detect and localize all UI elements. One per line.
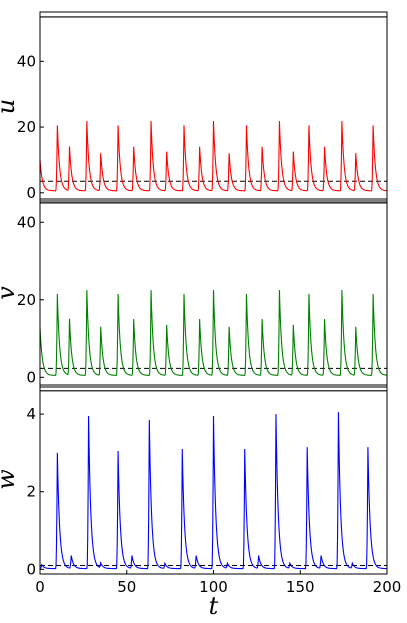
x-tick-label: 0: [35, 578, 45, 596]
series-line-v: [40, 289, 387, 376]
y-axis-label: u: [0, 99, 20, 114]
y-tick-label: 0: [26, 368, 36, 386]
x-axis-label: t: [209, 592, 219, 620]
y-tick-label: 20: [17, 291, 36, 309]
y-tick-label: 20: [17, 118, 36, 136]
y-tick-label: 0: [26, 184, 36, 202]
y-tick-label: 40: [17, 213, 36, 231]
y-axis-label: w: [0, 469, 20, 490]
x-tick-label: 150: [286, 578, 315, 596]
plot-frame: [39, 198, 388, 388]
panel-u: 0 20 40 u: [0, 11, 388, 202]
x-tick-label: 50: [117, 578, 136, 596]
plot-frame: [39, 11, 388, 202]
x-tick-label: 200: [373, 578, 402, 596]
y-tick-label: 2: [26, 483, 36, 501]
panel-v: 0 20 40 v: [0, 198, 388, 388]
series-line-u: [40, 121, 387, 192]
y-axis-label: v: [0, 286, 20, 300]
y-tick-label: 40: [17, 52, 36, 70]
x-tick-label: 100: [199, 578, 228, 596]
y-tick-label: 4: [26, 405, 36, 423]
y-tick-label: 0: [26, 560, 36, 578]
series-line-w: [40, 412, 387, 570]
panel-w: 0 2 4 w 0 50 100 150 200 t: [0, 384, 402, 620]
